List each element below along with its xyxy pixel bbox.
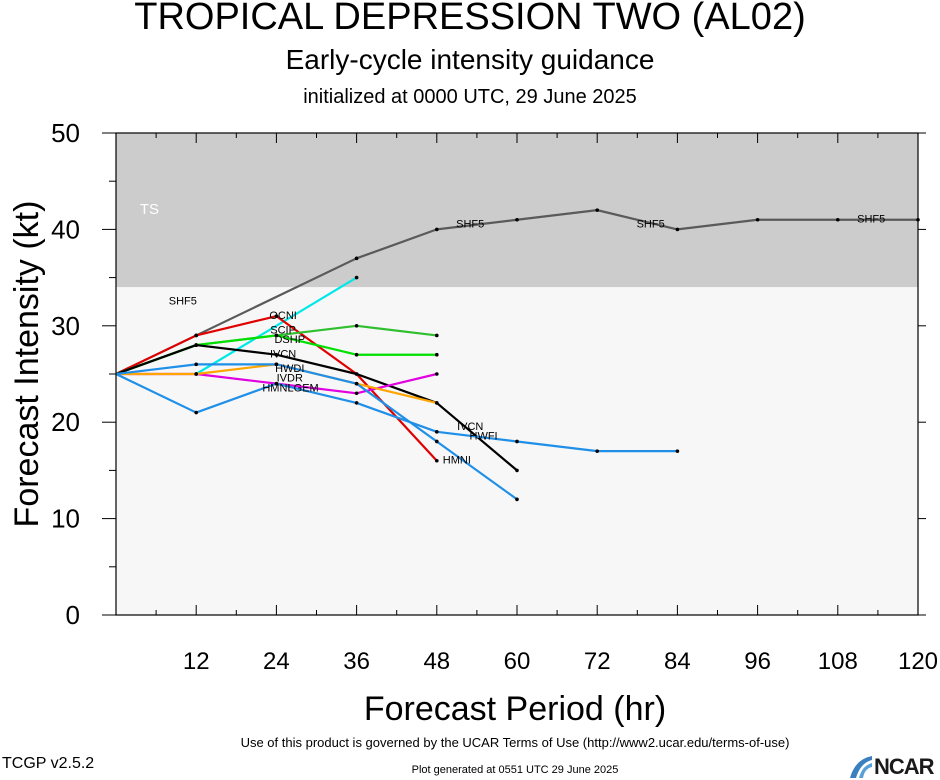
series-line-dshp (195, 276, 358, 375)
x-tick-label: 36 (343, 648, 370, 675)
data-point-ship (274, 333, 279, 338)
series-label-shf5: SHF5 (857, 214, 885, 226)
data-point-series-9 (435, 430, 439, 434)
series-label-ivcn: IVCN (457, 421, 483, 433)
data-point-shf5 (435, 227, 439, 232)
generated-time: Plot generated at 0551 UTC 29 June 2025 (411, 764, 619, 776)
terms-of-use: Use of this product is governed by the U… (240, 735, 790, 750)
series-label-ocni: OCNI (269, 310, 297, 322)
y-tick-label: 0 (66, 600, 80, 630)
series-label-hmni: HMNI (262, 382, 290, 394)
series-line-series-9 (115, 373, 678, 453)
data-point-ivcn (515, 468, 519, 473)
data-point-series-9 (675, 449, 680, 453)
y-tick-label: 50 (51, 118, 80, 148)
band-label-ts: TS (140, 201, 159, 218)
series-label-scip: SCIP (270, 325, 296, 337)
ncar-wordmark: NCAR (874, 754, 935, 779)
series-label-ivcn: IVCN (270, 349, 296, 361)
x-tick-label: 48 (423, 648, 450, 675)
data-point-ocni (435, 458, 439, 463)
series-label-shf5: SHF5 (169, 296, 197, 308)
intensity-band-1 (116, 287, 918, 615)
data-point-hmni (274, 362, 279, 367)
series-label-hmni: HMNI (443, 455, 471, 467)
data-point-series-9 (274, 381, 279, 386)
x-tick-label: 120 (898, 648, 938, 675)
data-point-ivcn (274, 352, 279, 357)
series-label-ivdr: IVDR (277, 373, 303, 385)
series-label-shf5: SHF5 (456, 218, 484, 230)
y-tick-label: 10 (51, 504, 80, 534)
data-point-shf5 (755, 217, 760, 222)
data-point-hmni (194, 362, 198, 367)
series-label-dshp: DSHP (274, 334, 305, 346)
data-point-hmni (354, 381, 359, 386)
init-time: initialized at 0000 UTC, 29 June 2025 (303, 86, 637, 108)
x-tick-label: 60 (504, 648, 531, 675)
data-point-dshp (354, 275, 359, 280)
data-point-lgem (354, 324, 359, 328)
data-point-hmni (515, 497, 519, 502)
chart-title: TROPICAL DEPRESSION TWO (AL02) (134, 0, 806, 38)
y-tick-label: 40 (51, 214, 80, 244)
data-point-shf5 (675, 227, 680, 232)
x-tick-label: 84 (664, 648, 691, 675)
x-tick-label: 24 (263, 648, 290, 675)
x-tick-label: 96 (744, 648, 771, 675)
chart-subtitle: Early-cycle intensity guidance (285, 44, 655, 75)
y-tick-label: 30 (51, 311, 80, 341)
data-point-ocni (194, 333, 198, 338)
y-axis-label: Forecast Intensity (kt) (8, 201, 46, 528)
x-tick-label: 108 (818, 648, 858, 675)
data-point-series-9 (194, 410, 198, 415)
x-tick-label: 72 (584, 648, 611, 675)
data-point-ivcn (354, 372, 359, 376)
y-tick-label: 20 (51, 407, 80, 437)
series-label-hwdi: HWDI (275, 363, 304, 375)
data-point-hwfi (194, 372, 198, 376)
data-point-shf5 (515, 217, 519, 222)
series-label-hwfi: HWFI (470, 431, 498, 443)
series-label-shf5: SHF5 (637, 218, 665, 230)
series-line-hmni (115, 363, 518, 501)
series-label-lgem: LGEM (288, 382, 319, 394)
data-point-ivdr (435, 372, 439, 376)
x-axis-label: Forecast Period (hr) (364, 690, 666, 728)
data-point-lgem (435, 333, 439, 338)
ncar-swoosh-icon (850, 756, 872, 778)
data-point-shf5 (836, 217, 840, 222)
data-point-series-9 (595, 449, 599, 453)
version-label: TCGP v2.5.2 (2, 755, 95, 772)
data-point-ship (354, 352, 359, 357)
data-point-ship (435, 352, 439, 357)
data-point-hmni (435, 439, 439, 444)
data-point-hwfi (435, 401, 439, 405)
x-tick-label: 12 (183, 648, 210, 675)
data-point-ivdr (354, 391, 359, 396)
data-point-series-9 (515, 439, 519, 444)
series-line-ivcn (115, 343, 518, 472)
data-point-ocni (274, 314, 279, 318)
intensity-band-0 (116, 133, 918, 288)
data-point-ivcn (194, 343, 198, 347)
data-point-shf5 (354, 256, 359, 261)
data-point-shf5 (595, 208, 599, 212)
ncar-logo: NCAR (848, 754, 940, 780)
data-point-series-9 (354, 401, 359, 405)
series-line-shf5 (115, 209, 918, 375)
